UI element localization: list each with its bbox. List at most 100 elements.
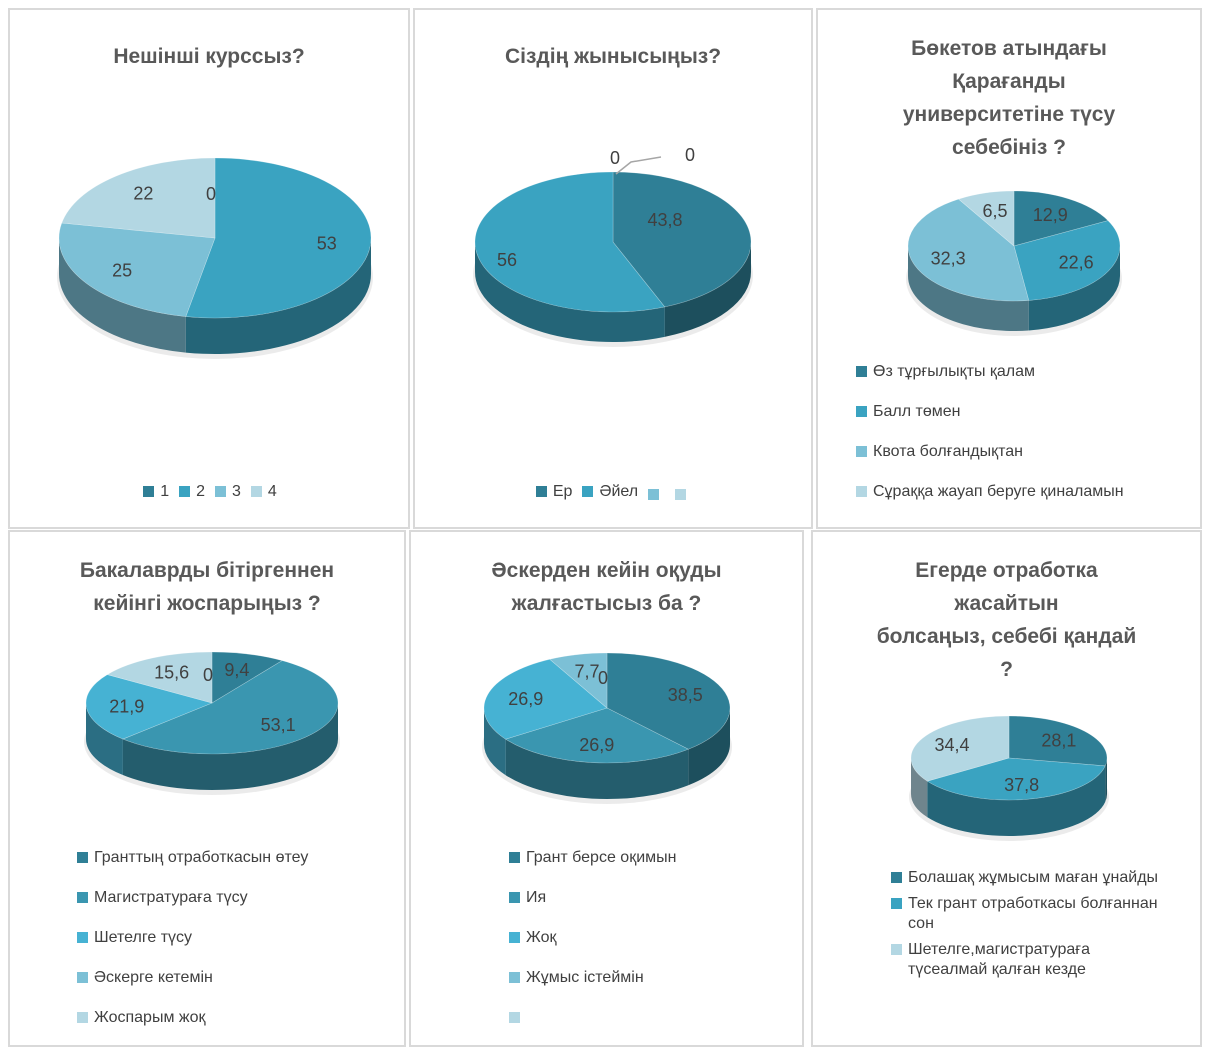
data-label: 56 bbox=[497, 250, 517, 270]
chart-panel-3: Бөкетов атындағы Қарағанды университетін… bbox=[816, 8, 1202, 529]
legend-label: Квота болғандықтан bbox=[873, 443, 1024, 460]
pie-slice bbox=[1008, 715, 1108, 767]
legend-swatch bbox=[582, 486, 594, 497]
chart-title: Әскерден кейін оқуды жалғастысыз ба ? bbox=[491, 559, 722, 615]
legend-item: Ер bbox=[535, 482, 573, 502]
legend-label: Шетелге түсу bbox=[94, 929, 193, 946]
pie-slice-side bbox=[1028, 246, 1120, 331]
pie-slice-side bbox=[927, 765, 1106, 836]
data-label: 12,9 bbox=[1033, 205, 1068, 225]
legend-label: Грант берсе оқимын bbox=[526, 849, 677, 866]
chart-panel-1: Нешінші курссыз? 0 53 25 22 1 2 3 4 bbox=[8, 8, 410, 529]
data-label: 34,4 bbox=[935, 735, 970, 755]
legend-swatch bbox=[535, 486, 547, 497]
legend-swatch bbox=[77, 932, 88, 943]
pie-slice bbox=[612, 171, 752, 308]
pie-chart: 12,9 22,6 32,3 6,5 bbox=[906, 190, 1122, 336]
legend-item: Грант берсе оқимын bbox=[509, 848, 676, 868]
legend-item: Квота болғандықтан bbox=[856, 442, 1124, 462]
chart-title: Бөкетов атындағы Қарағанды университетін… bbox=[902, 37, 1116, 159]
data-label: 0 bbox=[685, 145, 695, 165]
pie-slice bbox=[606, 652, 731, 750]
data-label: 53 bbox=[317, 233, 337, 253]
legend-label: Жоқ bbox=[526, 929, 557, 946]
chart-legend: Ер Әйел bbox=[415, 482, 813, 502]
pie-slice-side bbox=[484, 708, 506, 776]
legend-swatch bbox=[77, 852, 88, 863]
legend-label: Балл төмен bbox=[873, 403, 961, 420]
data-label: 32,3 bbox=[931, 248, 966, 268]
legend-swatch bbox=[856, 486, 867, 497]
pie-slice bbox=[549, 652, 608, 709]
legend-label: Жұмыс істеймін bbox=[526, 969, 644, 986]
pie-slice bbox=[474, 171, 666, 313]
data-label: 26,9 bbox=[508, 689, 543, 709]
legend-swatch bbox=[77, 1012, 88, 1023]
legend-swatch bbox=[77, 892, 88, 903]
pie-slice bbox=[958, 190, 1015, 247]
data-label: 15,6 bbox=[154, 662, 189, 682]
pie-slice bbox=[61, 157, 216, 239]
legend-label: Өз тұрғылықты қалам bbox=[873, 363, 1036, 380]
legend-swatch bbox=[509, 1012, 520, 1023]
legend-label: Тек грант отработкасы болғаннан сон bbox=[908, 895, 1158, 932]
data-label: 9,4 bbox=[224, 660, 249, 680]
legend-item: 3 bbox=[215, 482, 241, 502]
legend-item: Ия bbox=[509, 888, 676, 908]
legend-swatch bbox=[856, 406, 867, 417]
chart-title: Бакалаврды бітіргеннен кейінгі жоспарыңы… bbox=[79, 559, 335, 615]
legend-label: Шетелге,магистратураға түсеалмай қалған … bbox=[908, 941, 1091, 978]
data-label: 25 bbox=[112, 260, 132, 280]
pie-slice-side bbox=[59, 238, 186, 353]
data-label: 0 bbox=[598, 668, 608, 688]
pie-slice-side bbox=[505, 739, 689, 799]
data-label: 53,1 bbox=[261, 715, 296, 735]
legend-swatch bbox=[891, 898, 902, 909]
pie-slice-side bbox=[122, 703, 339, 790]
pie-slice-side bbox=[1105, 758, 1107, 802]
legend-swatch bbox=[648, 488, 660, 500]
chart-title: Сіздің жынысыңыз? bbox=[504, 45, 722, 68]
legend-item: Әйел bbox=[582, 482, 638, 502]
pie-slice bbox=[505, 707, 690, 764]
legend-label: Ер bbox=[552, 483, 573, 500]
legend-item: Әскерге кетемін bbox=[77, 968, 308, 988]
pie-chart: 28,1 37,8 34,4 bbox=[909, 715, 1109, 841]
legend-item: Тек грант отработкасы болғаннан сон bbox=[891, 894, 1161, 934]
legend-item: 4 bbox=[250, 482, 277, 502]
pie-slice bbox=[122, 660, 339, 755]
chart-legend: Гранттың отработкасын өтеу Магистратурағ… bbox=[77, 848, 308, 1048]
legend-item: Болашақ жұмысым маған ұнайды bbox=[891, 868, 1161, 888]
legend-item: Гранттың отработкасын өтеу bbox=[77, 848, 308, 868]
legend-item: Шетелге,магистратураға түсеалмай қалған … bbox=[891, 940, 1161, 980]
legend-label: Ия bbox=[526, 889, 547, 906]
legend-label: Гранттың отработкасын өтеу bbox=[94, 849, 309, 866]
data-label: 6,5 bbox=[982, 201, 1007, 221]
chart-panel-5: Әскерден кейін оқуды жалғастысыз ба ? 38… bbox=[409, 530, 804, 1047]
pie-slice bbox=[907, 198, 1030, 302]
data-label: 22,6 bbox=[1059, 253, 1094, 273]
legend-label: Сұраққа жауап беруге қиналамын bbox=[873, 483, 1124, 500]
legend-label: 4 bbox=[267, 483, 277, 500]
pie-chart: 38,5 26,9 26,9 7,70 bbox=[482, 652, 732, 804]
pie-slice bbox=[1013, 220, 1121, 301]
legend-swatch bbox=[675, 488, 687, 500]
legend-swatch bbox=[856, 366, 867, 377]
data-label: 38,5 bbox=[668, 685, 703, 705]
chart-legend: 1 2 3 4 bbox=[10, 482, 410, 502]
legend-swatch bbox=[509, 892, 520, 903]
pie-slice bbox=[910, 715, 1010, 782]
legend-swatch bbox=[77, 972, 88, 983]
legend-swatch bbox=[856, 446, 867, 457]
legend-item: Жоқ bbox=[509, 928, 676, 948]
pie-slice bbox=[85, 674, 213, 740]
legend-swatch bbox=[509, 972, 520, 983]
pie-slice bbox=[185, 157, 372, 319]
legend-item: Сұраққа жауап беруге қиналамын bbox=[856, 482, 1124, 502]
legend-label: Болашақ жұмысым маған ұнайды bbox=[908, 869, 1159, 886]
chart-legend: Өз тұрғылықты қалам Балл төмен Квота бол… bbox=[856, 362, 1124, 522]
pie-slice-side bbox=[475, 242, 665, 342]
data-label: 0 bbox=[206, 184, 216, 204]
pie-slice bbox=[926, 757, 1106, 801]
pie-chart: 0 53 25 22 bbox=[57, 157, 373, 359]
